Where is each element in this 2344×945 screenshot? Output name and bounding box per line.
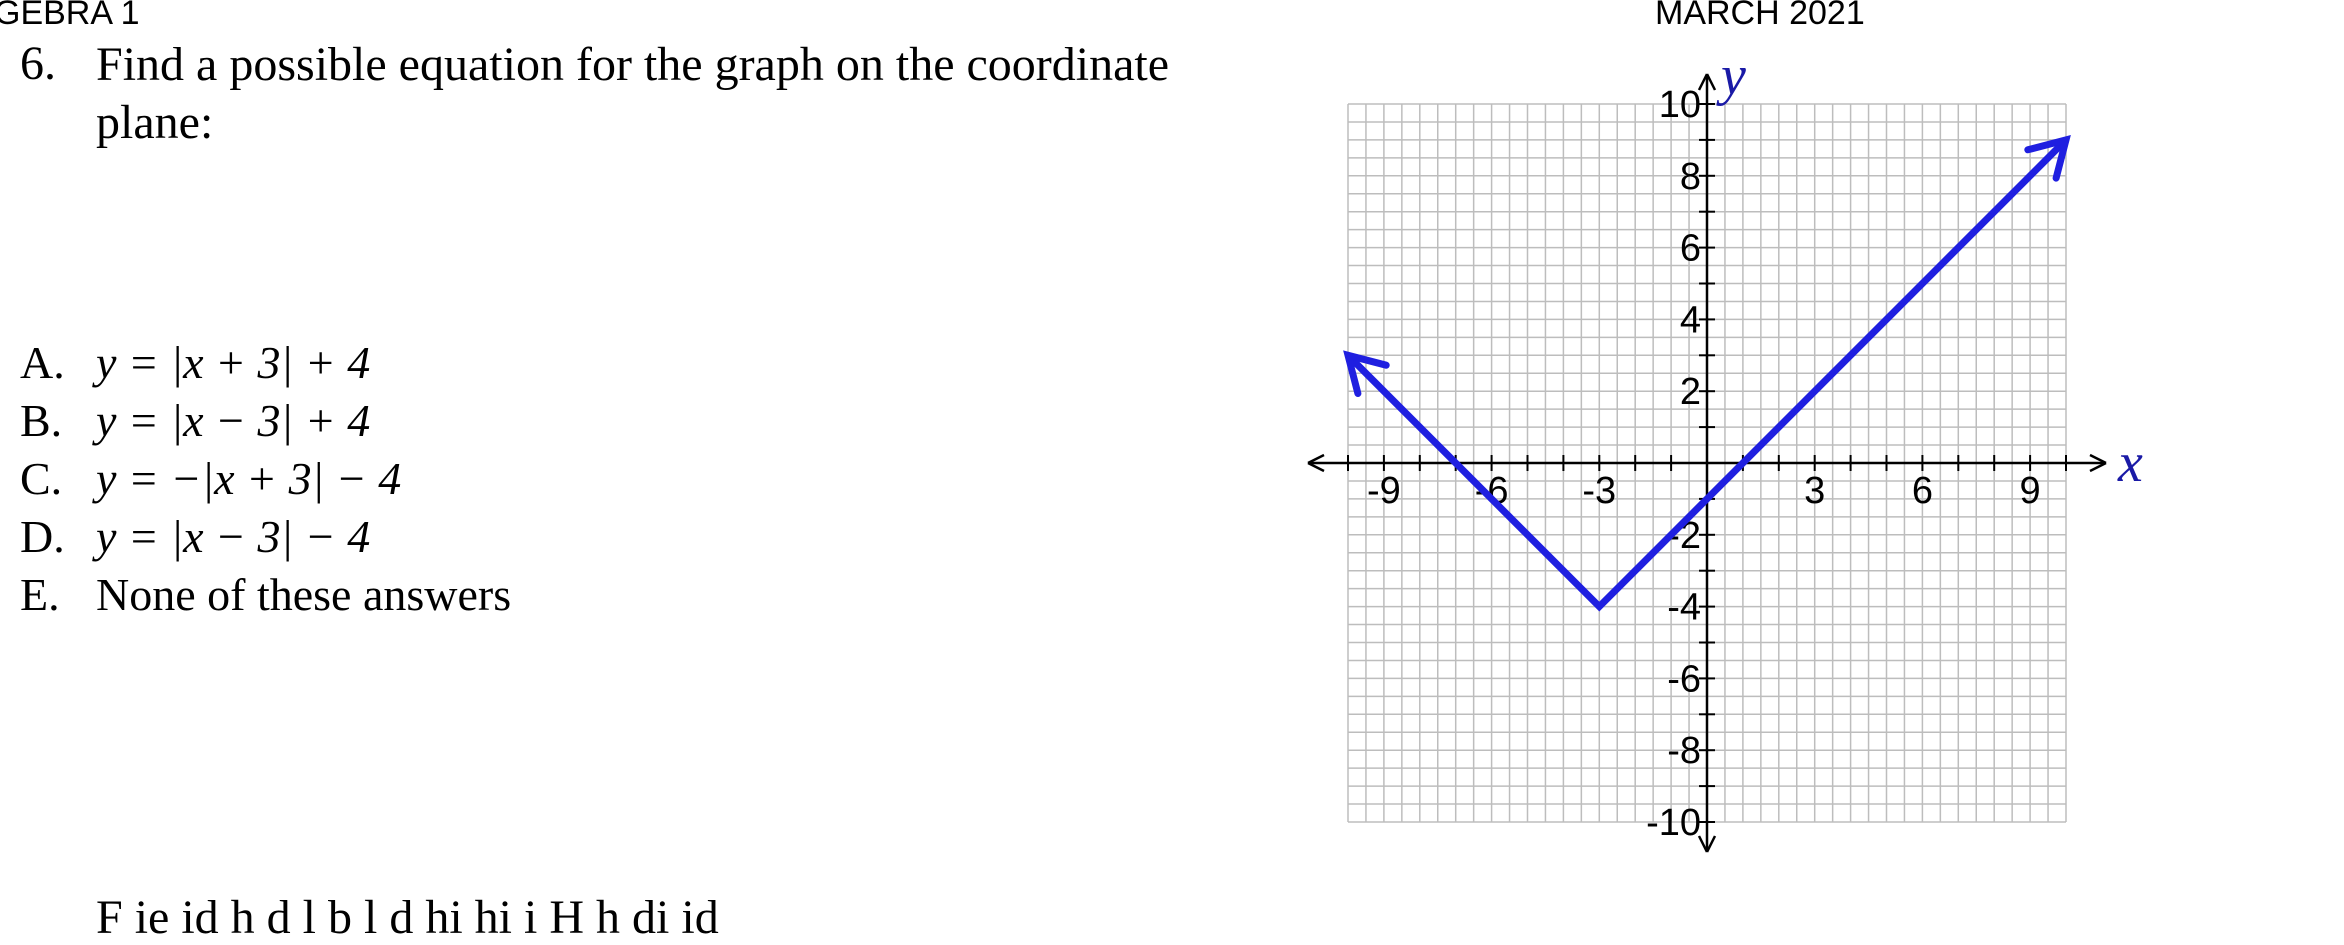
y-tick-label: -4 — [1667, 587, 1701, 629]
header-course-title: GEBRA 1 — [0, 0, 140, 33]
choice-letter: A. — [20, 334, 96, 392]
y-tick-label: 2 — [1680, 371, 1701, 413]
header-date: MARCH 2021 — [1655, 0, 1865, 33]
choice-e[interactable]: E. None of these answers — [20, 566, 511, 624]
choice-equation: y = −|x + 3| − 4 — [96, 450, 401, 508]
answer-choices: A. y = |x + 3| + 4 B. y = |x − 3| + 4 C.… — [20, 334, 511, 624]
axes — [1308, 74, 2106, 852]
question-text: Find a possible equation for the graph o… — [96, 36, 1196, 152]
x-tick-label: -9 — [1367, 470, 1401, 512]
choice-a[interactable]: A. y = |x + 3| + 4 — [20, 334, 511, 392]
x-tick-label: 6 — [1912, 470, 1933, 512]
choice-b[interactable]: B. y = |x − 3| + 4 — [20, 392, 511, 450]
choice-equation: y = |x − 3| + 4 — [96, 392, 370, 450]
question-number: 6. — [20, 36, 56, 91]
choice-c[interactable]: C. y = −|x + 3| − 4 — [20, 450, 511, 508]
choice-letter: C. — [20, 450, 96, 508]
choice-letter: B. — [20, 392, 96, 450]
cut-off-next-question: F ie id h d l b l d hi hi i H h di id — [96, 890, 719, 945]
y-axis-label: y — [1716, 45, 1746, 107]
choice-letter: D. — [20, 508, 96, 566]
x-tick-label: -3 — [1582, 470, 1616, 512]
x-tick-label: 3 — [1804, 470, 1825, 512]
choice-letter: E. — [20, 566, 96, 624]
choice-d[interactable]: D. y = |x − 3| − 4 — [20, 508, 511, 566]
y-tick-label: 6 — [1680, 228, 1701, 270]
x-tick-label: 9 — [2020, 470, 2041, 512]
y-tick-label: -6 — [1667, 658, 1701, 700]
y-tick-label: 10 — [1659, 84, 1701, 126]
choice-equation: y = |x − 3| − 4 — [96, 508, 370, 566]
y-tick-label: 8 — [1680, 156, 1701, 198]
y-tick-label: -10 — [1646, 802, 1701, 844]
choice-text: None of these answers — [96, 566, 511, 624]
y-tick-label: 4 — [1680, 299, 1701, 341]
choice-equation: y = |x + 3| + 4 — [96, 334, 370, 392]
y-tick-label: -8 — [1667, 730, 1701, 772]
x-axis-label: x — [2117, 432, 2143, 494]
